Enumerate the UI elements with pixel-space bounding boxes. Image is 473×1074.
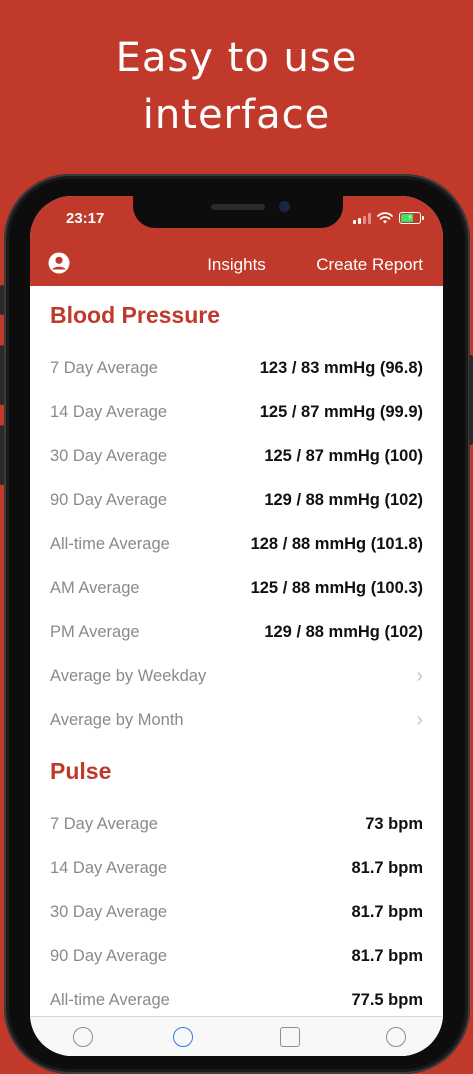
battery-charging-icon: ⚡ [399,212,424,224]
pulse-row-14-day: 14 Day Average 81.7 bpm [50,846,423,890]
row-value: 125 / 87 mmHg (99.9) [259,402,423,421]
bp-row-am: AM Average 125 / 88 mmHg (100.3) [50,566,423,610]
average-by-weekday-link[interactable]: Average by Weekday › [50,654,423,698]
pulse-row-all-time: All-time Average 77.5 bpm [50,978,423,1022]
headline-line-1: Easy to use [115,35,358,81]
row-value: 81.7 bpm [351,858,423,877]
wifi-icon [377,212,393,224]
row-label: Average by Month [50,710,184,729]
row-value: 73 bpm [365,814,423,833]
row-value: 81.7 bpm [351,902,423,921]
tab-icon-1[interactable] [73,1027,93,1047]
row-label: All-time Average [50,534,170,553]
phone-volume-down [0,425,4,485]
phone-mute-switch [0,285,4,315]
row-value: 125 / 88 mmHg (100.3) [250,578,423,597]
status-time: 23:17 [66,210,105,227]
row-label: 14 Day Average [50,402,168,421]
row-value: 125 / 87 mmHg (100) [264,446,423,465]
pulse-row-7-day: 7 Day Average 73 bpm [50,802,423,846]
bp-row-30-day: 30 Day Average 125 / 87 mmHg (100) [50,434,423,478]
top-bar: 23:17 ⚡ Insights Cr [30,196,443,286]
tab-icon-3[interactable] [280,1027,300,1047]
signal-icon [353,212,371,224]
bp-row-all-time: All-time Average 128 / 88 mmHg (101.8) [50,522,423,566]
promo-headline: Easy to use interface [0,30,473,144]
chevron-right-icon: › [416,708,423,731]
notch [133,196,343,228]
headline-line-2: interface [142,92,331,138]
bp-row-90-day: 90 Day Average 129 / 88 mmHg (102) [50,478,423,522]
row-label: 90 Day Average [50,490,168,509]
row-label: 7 Day Average [50,358,158,377]
row-value: 77.5 bpm [351,990,423,1009]
row-value: 128 / 88 mmHg (101.8) [250,534,423,553]
row-label: Average by Weekday [50,666,207,685]
row-label: All-time Average [50,990,170,1009]
row-label: 90 Day Average [50,946,168,965]
bp-row-7-day: 7 Day Average 123 / 83 mmHg (96.8) [50,346,423,390]
row-value: 129 / 88 mmHg (102) [264,622,423,641]
pulse-row-30-day: 30 Day Average 81.7 bpm [50,890,423,934]
user-circle-icon[interactable] [48,252,70,274]
bp-row-14-day: 14 Day Average 125 / 87 mmHg (99.9) [50,390,423,434]
tab-bar [30,1016,443,1056]
pulse-row-90-day: 90 Day Average 81.7 bpm [50,934,423,978]
phone-screen: 23:17 ⚡ Insights Cr [30,196,443,1056]
row-label: PM Average [50,622,140,641]
tab-icon-insights[interactable] [173,1027,193,1047]
row-value: 129 / 88 mmHg (102) [264,490,423,509]
chevron-right-icon: › [416,664,423,687]
bp-row-pm: PM Average 129 / 88 mmHg (102) [50,610,423,654]
status-icons: ⚡ [353,212,424,224]
average-by-month-link[interactable]: Average by Month › [50,698,423,742]
speaker-grille [211,204,265,210]
pulse-title: Pulse [50,758,112,784]
row-label: 14 Day Average [50,858,168,877]
nav-title: Insights [207,255,266,274]
row-value: 123 / 83 mmHg (96.8) [259,358,423,377]
phone-volume-up [0,345,4,405]
tab-icon-4[interactable] [386,1027,406,1047]
row-label: AM Average [50,578,140,597]
row-value: 81.7 bpm [351,946,423,965]
row-label: 30 Day Average [50,902,168,921]
row-label: 30 Day Average [50,446,168,465]
row-label: 7 Day Average [50,814,158,833]
phone-side-button [469,355,473,445]
front-camera [279,201,290,212]
blood-pressure-title: Blood Pressure [50,302,220,328]
create-report-button[interactable]: Create Report [316,255,423,274]
